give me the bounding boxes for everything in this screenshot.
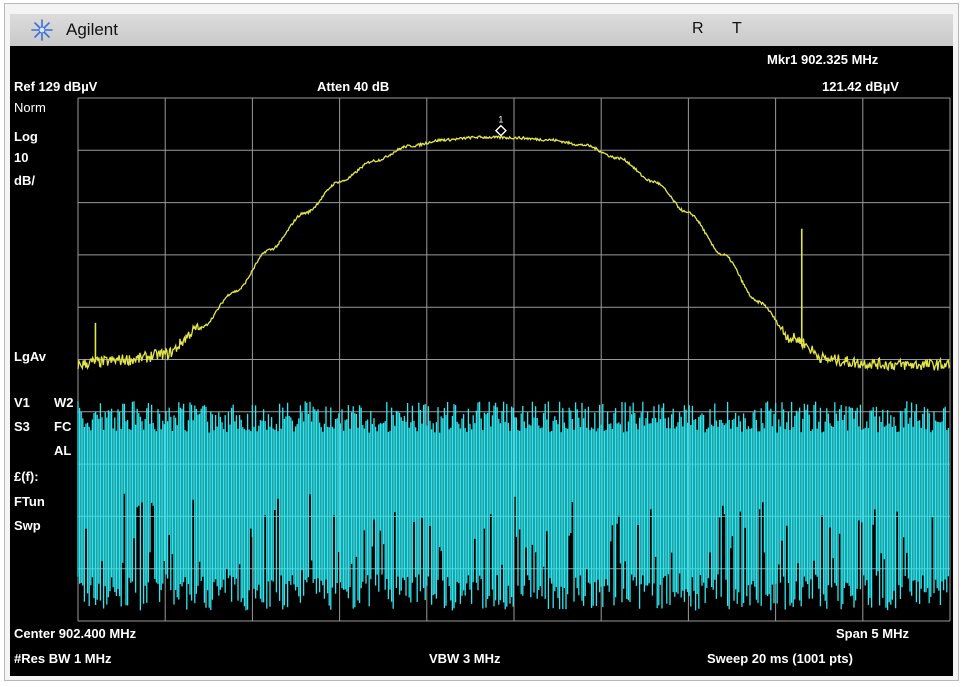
title-bar: Agilent R T (10, 14, 953, 46)
marker-number-label: 1 (498, 115, 503, 125)
w2-label: W2 (54, 395, 74, 410)
brand-name: Agilent (66, 20, 118, 39)
attenuation: Atten 40 dB (317, 79, 390, 94)
video-bandwidth: VBW 3 MHz (429, 651, 501, 666)
v1-label: V1 (14, 395, 30, 410)
analyzer-screen: 1 Mkr1 902.325 MHz Ref 129 dBµV Atten 40… (10, 46, 953, 676)
signal-trace (77, 135, 951, 372)
marker-diamond (494, 124, 507, 137)
al-label: AL (54, 443, 72, 458)
s3-label: S3 (14, 419, 30, 434)
scale-type: Norm (14, 100, 46, 115)
fs-label: £(f): (14, 469, 39, 484)
noise-floor-trace (77, 401, 950, 611)
sweep-label: Swp (14, 518, 41, 533)
scale-value: 10 (14, 150, 29, 165)
spectrum-plot: 1 (77, 97, 951, 622)
reference-level: Ref 129 dBµV (14, 79, 98, 94)
frequency-span: Span 5 MHz (836, 626, 909, 641)
sweep-time: Sweep 20 ms (1001 pts) (707, 651, 853, 666)
ftun-label: FTun (14, 494, 45, 509)
marker-amplitude: 121.42 dBµV (822, 79, 899, 94)
remote-indicator: R (692, 20, 704, 37)
resolution-bandwidth: #Res BW 1 MHz (14, 651, 112, 666)
trigger-indicator: T (732, 20, 742, 37)
scale-unit: dB/ (14, 173, 35, 188)
center-frequency: Center 902.400 MHz (14, 626, 137, 641)
marker-readout: Mkr1 902.325 MHz (767, 52, 879, 67)
log-label: Log (14, 129, 38, 144)
agilent-spark-icon (31, 19, 53, 41)
fc-label: FC (54, 419, 72, 434)
average-type: LgAv (14, 349, 47, 364)
